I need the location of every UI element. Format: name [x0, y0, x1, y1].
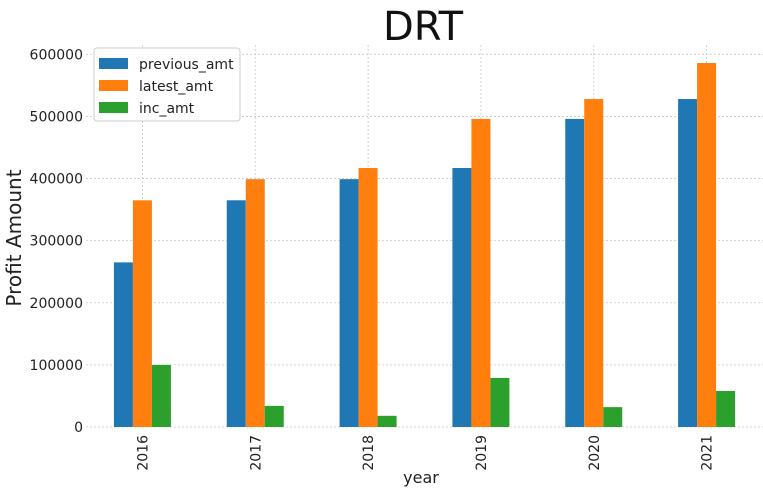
y-tick-labels: 0 100000 200000 300000 400000 500000 600000 [30, 47, 83, 436]
bar-inc-amt-2018 [377, 415, 397, 427]
bar-latest-amt-2019 [471, 118, 491, 428]
x-tick-label: 2016 [135, 435, 151, 471]
legend-swatch-latest-amt [99, 80, 128, 91]
y-tick-label: 500000 [30, 109, 83, 125]
bar-previous-amt-2016 [113, 262, 133, 427]
bar-previous-amt-2021 [678, 99, 698, 427]
x-tick-label: 2020 [587, 435, 603, 471]
bar-latest-amt-2017 [245, 179, 265, 427]
y-tick-label: 0 [74, 420, 83, 436]
x-tick-labels: 2016 2017 2018 2019 2020 2021 [135, 435, 715, 471]
legend-label-latest-amt: latest_amt [139, 79, 214, 95]
bar-previous-amt-2020 [565, 118, 585, 428]
bar-inc-amt-2016 [151, 364, 171, 427]
bar-latest-amt-2018 [358, 167, 378, 428]
chart-title: DRT [383, 4, 464, 50]
x-tick-label: 2017 [248, 435, 264, 471]
y-axis-label: Profit Amount [2, 169, 26, 306]
x-tick-label: 2018 [361, 435, 377, 471]
legend-box [93, 47, 241, 122]
bar-previous-amt-2017 [226, 200, 246, 427]
x-axis-label: year [403, 468, 439, 487]
bar-previous-amt-2018 [339, 179, 359, 427]
bar-latest-amt-2021 [697, 63, 717, 428]
bar-latest-amt-2020 [584, 99, 604, 427]
x-tick-label: 2019 [474, 435, 490, 471]
y-tick-label: 300000 [30, 234, 83, 250]
bar-inc-amt-2020 [603, 407, 623, 427]
bar-inc-amt-2017 [264, 405, 284, 427]
y-tick-label: 100000 [30, 358, 83, 374]
legend-swatch-inc-amt [99, 102, 128, 113]
y-tick-label: 400000 [30, 172, 83, 188]
bar-latest-amt-2016 [132, 200, 152, 427]
x-tick-label: 2021 [700, 435, 716, 471]
legend-label-inc-amt: inc_amt [139, 101, 195, 117]
bars-group [113, 63, 736, 428]
legend-swatch-previous-amt [99, 58, 128, 69]
legend-label-previous-amt: previous_amt [139, 57, 234, 73]
y-tick-label: 600000 [30, 47, 83, 63]
bar-inc-amt-2019 [490, 377, 510, 427]
legend: previous_amt latest_amt inc_amt [93, 47, 241, 122]
y-tick-label: 200000 [30, 296, 83, 312]
bar-previous-amt-2019 [452, 167, 472, 428]
bar-inc-amt-2021 [716, 390, 736, 427]
